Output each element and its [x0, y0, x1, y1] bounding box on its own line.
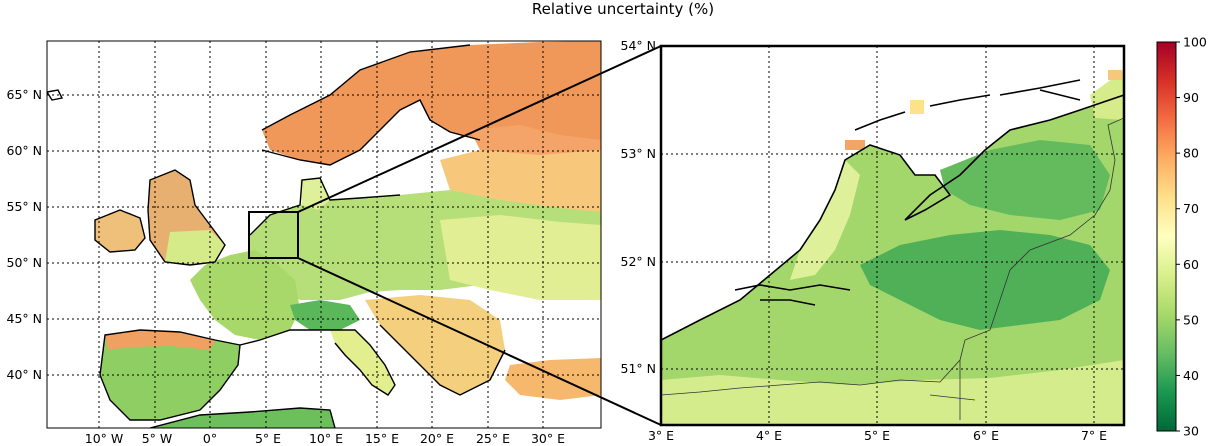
right-lon-tick-label: 4° E	[756, 428, 782, 443]
left-lat-tick-label: 60° N	[7, 143, 42, 158]
right-lat-tick-label: 54° N	[621, 38, 656, 53]
north-africa-region	[150, 408, 335, 428]
colorbar-tick-label: 40	[1183, 368, 1199, 383]
iberia-north-region	[105, 330, 215, 350]
colorbar-gradient	[1156, 41, 1177, 432]
left-lon-ticks: 10° W 5° W 0° 5° E 10° E 15° E 20° E 25°…	[85, 431, 565, 446]
left-lon-tick-label: 10° E	[309, 431, 343, 446]
colorbar-tick-label: 50	[1183, 312, 1199, 327]
colorbar: 30 40 50 60 70 80 90 100	[1156, 35, 1207, 439]
france-region	[190, 250, 300, 340]
right-lon-tick-label: 7° E	[1081, 428, 1107, 443]
left-lat-ticks: 40° N 45° N 50° N 55° N 60° N 65° N	[7, 87, 42, 382]
right-lat-tick-label: 52° N	[621, 254, 656, 269]
left-lat-tick-label: 40° N	[7, 367, 42, 382]
north-green	[940, 140, 1110, 220]
right-lon-tick-label: 3° E	[648, 428, 674, 443]
left-lon-tick-label: 20° E	[420, 431, 454, 446]
iberia-region	[100, 330, 240, 420]
colorbar-tick-label: 70	[1183, 201, 1199, 216]
left-lon-tick-label: 5° E	[255, 431, 281, 446]
ireland-region	[95, 210, 145, 252]
colorbar-tick-label: 30	[1183, 424, 1199, 439]
right-map-coastlines	[661, 79, 1124, 341]
island-cell	[845, 140, 865, 150]
coastal-light	[790, 160, 860, 280]
turkey-region	[505, 358, 601, 400]
central-dark-green	[860, 230, 1110, 330]
left-map-coastlines	[47, 44, 506, 428]
left-lon-tick-label: 25° E	[476, 431, 510, 446]
colorbar-tick-label: 90	[1183, 90, 1199, 105]
inset-box	[248, 211, 299, 259]
island-cell	[1108, 70, 1122, 80]
italy-region	[330, 330, 395, 395]
balkans-region	[365, 295, 505, 395]
south-band	[661, 360, 1124, 425]
right-map-borders	[661, 117, 1124, 420]
colorbar-tick-label: 80	[1183, 146, 1199, 161]
right-lon-tick-label: 6° E	[973, 428, 999, 443]
left-lat-tick-label: 55° N	[7, 199, 42, 214]
northeast-land	[1090, 70, 1124, 120]
right-lat-tick-label: 51° N	[621, 361, 656, 376]
right-map-frame	[659, 44, 1126, 427]
right-map-field	[661, 46, 1124, 425]
left-lon-tick-label: 15° E	[365, 431, 399, 446]
left-lat-tick-label: 65° N	[7, 87, 42, 102]
alps-region	[290, 300, 360, 330]
denmark-region	[300, 178, 330, 210]
left-map-frame	[46, 40, 602, 429]
figure-title: Relative uncertainty (%)	[532, 0, 714, 18]
eastern-europe-region	[440, 215, 601, 300]
zoom-connectors	[297, 45, 662, 426]
right-map	[659, 44, 1126, 427]
island-cell	[910, 100, 924, 114]
left-lon-tick-label: 10° W	[85, 431, 124, 446]
right-lon-ticks: 3° E 4° E 5° E 6° E 7° E	[648, 428, 1107, 443]
colorbar-ticks: 30 40 50 60 70 80 90 100	[1176, 35, 1207, 439]
right-lat-tick-label: 53° N	[621, 146, 656, 161]
left-map-field	[47, 41, 601, 428]
colorbar-tick-label: 60	[1183, 257, 1199, 272]
left-lon-tick-label: 30° E	[531, 431, 565, 446]
right-lat-ticks: 51° N 52° N 53° N 54° N	[621, 38, 656, 376]
left-lat-tick-label: 45° N	[7, 311, 42, 326]
left-map	[46, 40, 602, 429]
right-lon-tick-label: 5° E	[864, 428, 890, 443]
left-lon-tick-label: 5° W	[142, 431, 173, 446]
left-lon-tick-label: 0°	[203, 431, 217, 446]
colorbar-tick-label: 100	[1183, 35, 1207, 50]
right-map-gridlines	[661, 46, 1124, 425]
left-map-gridlines	[47, 41, 601, 428]
left-lat-tick-label: 50° N	[7, 255, 42, 270]
